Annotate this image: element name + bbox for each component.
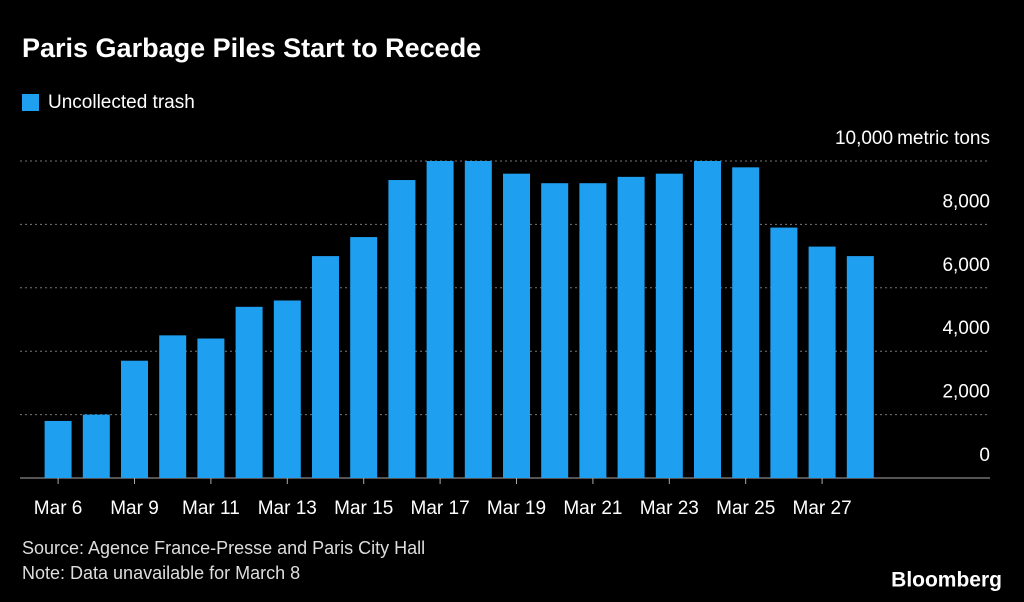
brand: Bloomberg: [891, 569, 1002, 592]
bar: [808, 246, 836, 478]
bar: [350, 237, 378, 478]
bar: [82, 414, 110, 478]
y-tick-label: 0: [979, 445, 990, 466]
x-tick-label: Mar 15: [334, 498, 393, 519]
bar: [655, 173, 683, 478]
x-tick-label: Mar 25: [716, 498, 775, 519]
x-tick-label: Mar 27: [793, 498, 852, 519]
bar: [464, 161, 492, 478]
legend-label: Uncollected trash: [48, 92, 195, 113]
bar: [541, 183, 569, 478]
bar: [846, 256, 874, 478]
bar: [426, 161, 454, 478]
y-unit: metric tons: [897, 128, 990, 149]
bar: [579, 183, 607, 478]
x-tick-label: Mar 17: [411, 498, 470, 519]
y-tick-label: 4,000: [942, 318, 990, 339]
y-tick-label: 8,000: [942, 191, 990, 212]
bar: [388, 180, 416, 478]
source: Source: Agence France-Presse and Paris C…: [22, 538, 425, 558]
bar: [44, 420, 72, 478]
bar: [694, 161, 721, 478]
x-tick-label: Mar 21: [563, 498, 622, 519]
y-tick-label: 10,000: [835, 128, 893, 149]
bar: [312, 256, 339, 478]
bar: [273, 300, 301, 478]
x-tick-label: Mar 9: [110, 498, 159, 519]
bar: [159, 335, 187, 478]
chart-title: Paris Garbage Piles Start to Recede: [22, 33, 481, 63]
note: Note: Data unavailable for March 8: [22, 563, 300, 583]
legend-swatch: [22, 94, 39, 111]
bar: [770, 227, 798, 478]
x-tick-label: Mar 19: [487, 498, 546, 519]
bar: [732, 167, 760, 478]
x-tick-label: Mar 6: [34, 498, 83, 519]
x-tick-label: Mar 11: [182, 498, 240, 519]
x-tick-label: Mar 23: [640, 498, 699, 519]
y-tick-label: 2,000: [942, 382, 990, 403]
bar: [503, 173, 530, 478]
x-tick-label: Mar 13: [258, 498, 317, 519]
bar: [617, 176, 645, 478]
bar: [235, 306, 263, 478]
bar: [121, 360, 148, 478]
bar: [197, 338, 225, 478]
y-tick-label: 6,000: [942, 255, 990, 276]
